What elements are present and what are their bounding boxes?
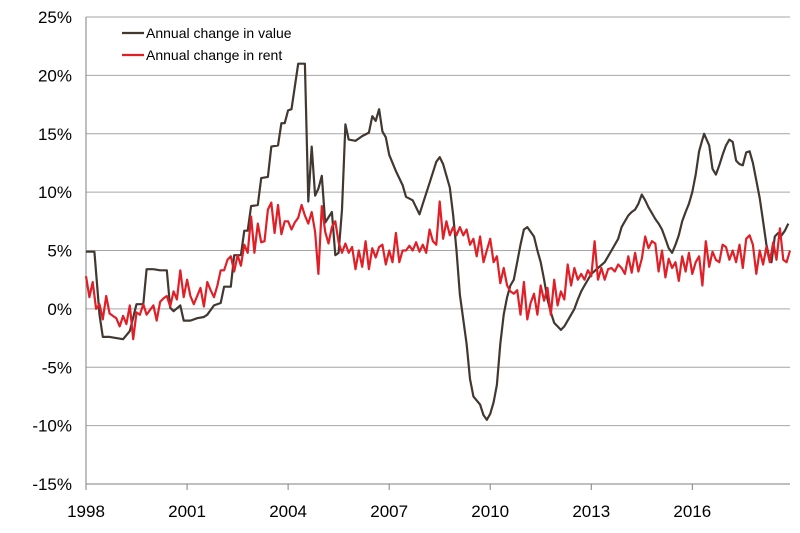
x-tick-label: 2010 xyxy=(471,502,509,521)
y-tick-label: -5% xyxy=(42,358,72,377)
x-tick-label: 2013 xyxy=(572,502,610,521)
legend-label-value: Annual change in value xyxy=(146,25,292,41)
x-tick-label: 1998 xyxy=(67,502,105,521)
y-tick-labels: 25% 20% 15% 10% 5% 0% -5% -10% -15% xyxy=(32,8,72,494)
x-tick-label: 2004 xyxy=(269,502,307,521)
grid-lines xyxy=(86,16,790,427)
series-line-rent xyxy=(84,200,792,341)
x-tick-label: 2007 xyxy=(370,502,408,521)
x-tick-label: 2016 xyxy=(673,502,711,521)
y-tick-label: -10% xyxy=(32,417,72,436)
y-tick-label: 10% xyxy=(38,183,72,202)
x-tick-labels: 1998 2001 2004 2007 2010 2013 2016 xyxy=(67,484,711,521)
y-tick-label: 0% xyxy=(47,300,72,319)
y-tick-label: 5% xyxy=(47,242,72,261)
legend: Annual change in value Annual change in … xyxy=(122,25,292,63)
series-lines xyxy=(84,62,792,421)
x-tick-label: 2001 xyxy=(168,502,206,521)
series-line-value xyxy=(86,62,790,421)
legend-label-rent: Annual change in rent xyxy=(146,47,282,63)
y-tick-label: 25% xyxy=(38,8,72,27)
legend-entry-rent: Annual change in rent xyxy=(122,47,282,63)
legend-entry-value: Annual change in value xyxy=(122,25,292,41)
y-tick-label: -15% xyxy=(32,475,72,494)
axes xyxy=(85,17,790,485)
y-tick-label: 20% xyxy=(38,66,72,85)
y-tick-label: 15% xyxy=(38,125,72,144)
